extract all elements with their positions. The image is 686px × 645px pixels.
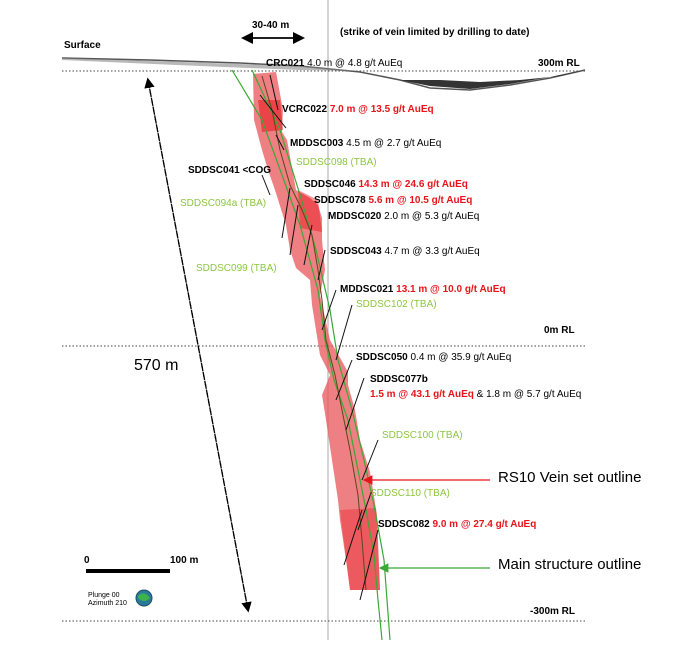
hole-label-sddsc102: SDDSC102 (TBA)	[356, 299, 437, 310]
hole-label-sddsc099: SDDSC099 (TBA)	[196, 263, 277, 274]
main-structure-outline-east	[251, 69, 391, 641]
depth-label: 570 m	[134, 357, 179, 374]
hole-sddsc100	[361, 439, 379, 481]
hole-label-sddsc098: SDDSC098 (TBA)	[296, 157, 377, 168]
drill-holes	[259, 74, 379, 601]
hole-label-sddsc100: SDDSC100 (TBA)	[382, 430, 463, 441]
hole-label-sddsc094a: SDDSC094a (TBA)	[180, 198, 267, 209]
hole-mddsc020	[303, 224, 313, 266]
hole-mddsc021	[321, 289, 337, 331]
hole-sddsc077b	[345, 377, 365, 431]
azimuth-label: Azimuth 210	[88, 600, 127, 607]
rl0-label: 0m RL	[544, 325, 575, 336]
hole-sddsc102	[335, 304, 353, 361]
strike-note: (strike of vein limited by drilling to d…	[340, 27, 530, 38]
hole-label-mddsc003: MDDSC003 4.5 m @ 2.7 g/t AuEq	[290, 138, 442, 149]
hole-label-sddsc082: SDDSC082 9.0 m @ 27.4 g/t AuEq	[378, 519, 537, 530]
hole-sddsc082	[343, 509, 363, 566]
hole-vcrc022	[259, 94, 287, 129]
hole-label-sddsc041: SDDSC041 <COG	[188, 165, 272, 176]
hole-label-sddsc077b: SDDSC077b	[370, 374, 428, 385]
hole-label-sddsc043: SDDSC043 4.7 m @ 3.3 g/t AuEq	[330, 246, 480, 257]
hole-sddsc078	[289, 204, 299, 256]
hole-crc021	[269, 74, 279, 111]
hole-label-sddsc050: SDDSC050 0.4 m @ 35.9 g/t AuEq	[356, 352, 512, 363]
rlm300-label: -300m RL	[530, 606, 576, 617]
hole-label-sddsc110: SDDSC110 (TBA)	[370, 488, 450, 499]
vein-interval-mid	[298, 190, 322, 232]
hole-label-mddsc021: MDDSC021 13.1 m @ 10.0 g/t AuEq	[340, 284, 506, 295]
scale-100-label: 100 m	[170, 555, 199, 566]
scale-bar	[86, 569, 170, 573]
scale-zero-label: 0	[84, 555, 90, 566]
surface-label: Surface	[64, 40, 101, 51]
hole-label-vcrc022: VCRC022 7.0 m @ 13.5 g/t AuEq	[282, 104, 434, 115]
hole-result-sddsc077b: 1.5 m @ 43.1 g/t AuEq & 1.8 m @ 5.7 g/t …	[370, 389, 582, 400]
main-structure-outline-label: Main structure outline	[498, 556, 642, 573]
hole-sddsc043	[317, 249, 326, 281]
rl300-label: 300m RL	[538, 58, 580, 69]
hole-sddsc046	[281, 187, 291, 239]
depth-arrow	[147, 79, 252, 613]
vein-set-outline-label: RS10 Vein set outline	[498, 469, 642, 486]
vein-ore-body	[253, 72, 380, 590]
hole-sddsc050	[335, 359, 353, 401]
hole-label-sddsc078: SDDSC078 5.6 m @ 10.5 g/t AuEq	[314, 195, 473, 206]
vein-interval-lower	[340, 508, 380, 590]
hole-label-sddsc046: SDDSC046 14.3 m @ 24.6 g/t AuEq	[304, 179, 468, 190]
plunge-label: Plunge 00	[88, 592, 120, 599]
vein-trace	[261, 75, 367, 591]
main-structure-outline-west	[231, 69, 383, 641]
hole-label-crc021: CRC021 4.0 m @ 4.8 g/t AuEq	[266, 58, 403, 69]
width-label: 30-40 m	[252, 20, 290, 31]
surface-shading	[400, 70, 585, 89]
surface-texture	[62, 58, 360, 71]
hole-label-mddsc020: MDDSC020 2.0 m @ 5.3 g/t AuEq	[328, 211, 480, 222]
hole-sddsc110	[357, 489, 373, 531]
